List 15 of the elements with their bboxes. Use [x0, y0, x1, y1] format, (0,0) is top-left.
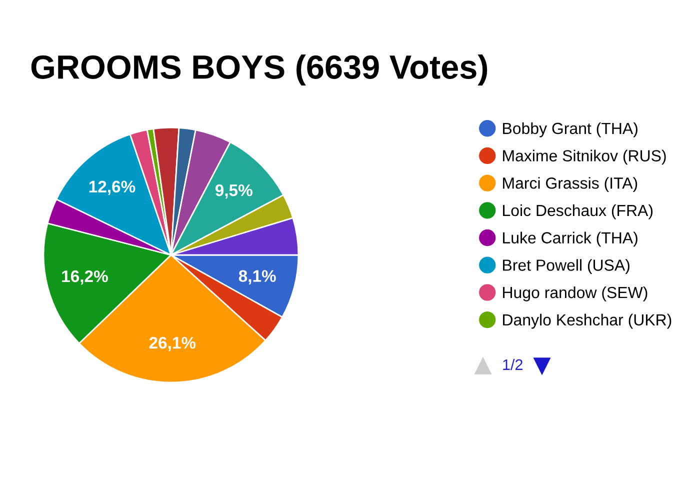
data-label: 26,1% [149, 336, 196, 352]
legend-label: Maxime Sitnikov (RUS) [503, 150, 666, 165]
data-label: 8,1% [238, 270, 276, 284]
legend-label: Bobby Grant (THA) [503, 122, 638, 138]
text: 1/2 [503, 358, 522, 370]
legend-label: Loic Deschaux (FRA) [503, 204, 653, 220]
legend-label: Hugo randow (SEW) [503, 286, 648, 302]
legend-label: Danylo Keshchar (UKR) [503, 314, 672, 329]
data-label: 9,5% [215, 184, 252, 199]
legend-label: Marci Grassis (ITA) [503, 177, 638, 192]
chart-title: GROOMS BOYS (6639 Votes) [31, 54, 488, 86]
legend-label: Luke Carrick (THA) [503, 232, 638, 247]
legend-label: Bret Powell (USA) [503, 259, 630, 274]
data-label: 16,2% [62, 270, 108, 285]
data-label: 12,6% [89, 180, 136, 195]
